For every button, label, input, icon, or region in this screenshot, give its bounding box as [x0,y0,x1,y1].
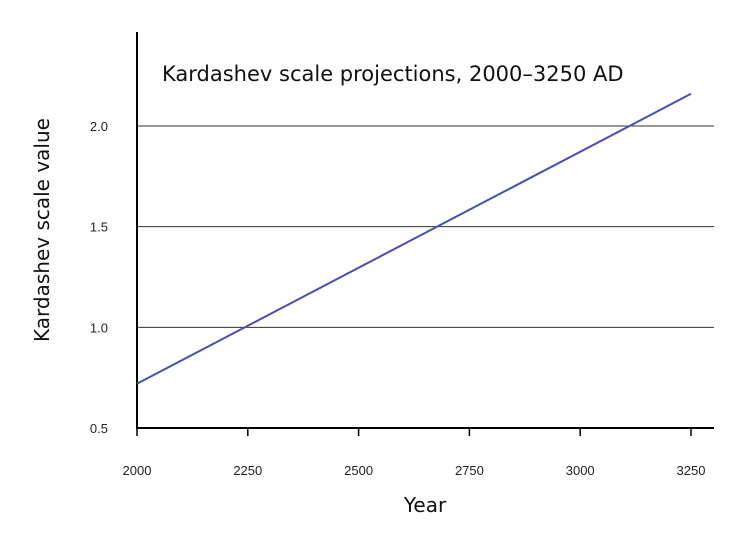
y-tick-label: 0.5 [90,421,108,436]
x-tick-label: 2250 [233,463,262,478]
x-tick-label: 3000 [566,463,595,478]
x-axis-ticks: 2000 2250 2500 2750 3000 3250 [123,428,706,478]
grid-lines [137,125,714,328]
x-tick-label: 2750 [455,463,484,478]
y-tick-label: 1.0 [90,320,108,335]
y-tick-label: 2.0 [90,119,108,134]
x-axis-label: Year [403,493,447,517]
x-tick-label: 2500 [344,463,373,478]
chart-title: Kardashev scale projections, 2000–3250 A… [162,62,624,86]
y-tick-label: 1.5 [90,220,108,235]
y-axis-label: Kardashev scale value [30,118,54,342]
x-tick-label: 2000 [123,463,152,478]
series-layer [136,92,692,385]
x-tick-label: 3250 [677,463,706,478]
series-line-1 [136,92,692,385]
y-axis-ticks: 0.5 1.0 1.5 2.0 [90,119,108,436]
